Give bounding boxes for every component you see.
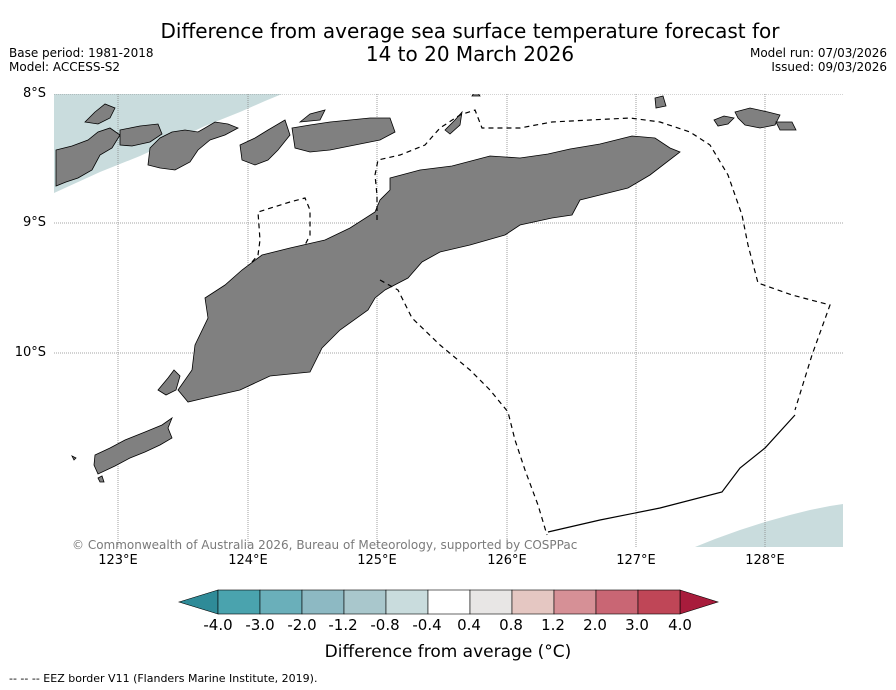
island-wetar	[444, 110, 463, 135]
eez-border	[251, 109, 831, 536]
lon-label-125e: 125°E	[357, 553, 397, 568]
colorbar-swatch	[595, 589, 639, 615]
colorbar-swatch	[259, 589, 303, 615]
island-solor	[119, 123, 163, 147]
model-run: Model run: 07/03/2026	[749, 46, 887, 60]
island-leti	[713, 115, 735, 127]
island-adonara	[84, 103, 116, 125]
island-lakor	[775, 121, 797, 131]
colorbar-swatch	[427, 589, 471, 615]
island-pantar	[239, 119, 291, 166]
colorbar-tick-label: -1.2	[328, 616, 358, 634]
colorbar-swatch	[217, 589, 261, 615]
anomaly-area-southeast	[695, 504, 843, 547]
colorbar-swatch	[385, 589, 429, 615]
colorbar-tick-label: 0.4	[457, 616, 481, 634]
colorbar-tick-label: -0.8	[370, 616, 400, 634]
colorbar-swatch	[553, 589, 597, 615]
anomaly-area-northwest	[54, 94, 282, 193]
map-title: Difference from average sea surface temp…	[120, 20, 820, 66]
colorbar-swatch	[343, 589, 387, 615]
colorbar-tick-label: 3.0	[625, 616, 649, 634]
land-masses	[55, 94, 797, 483]
model-name: Model: ACCESS-S2	[9, 60, 121, 74]
colorbar-extension-min	[177, 589, 219, 615]
island-rote	[93, 416, 173, 475]
base-period: Base period: 1981-2018	[9, 46, 154, 60]
lat-label-8s: 8°S	[22, 86, 46, 101]
title-line-2: 14 to 20 March 2026	[365, 42, 575, 66]
eez-legend-note: -- -- -- EEZ border V11 (Flanders Marine…	[9, 672, 318, 685]
colorbar-swatch	[301, 589, 345, 615]
lon-label-123e: 123°E	[98, 553, 138, 568]
island-alor	[291, 117, 396, 153]
islet-north	[471, 94, 481, 97]
islet-ndao	[97, 475, 105, 483]
colorbar	[177, 589, 719, 615]
colorbar-tick-label: 1.2	[541, 616, 565, 634]
colorbar-extension-max	[679, 589, 719, 615]
islet-rote-west	[71, 455, 77, 461]
colorbar-tick-label: 4.0	[668, 616, 692, 634]
colorbar-tick-label: -2.0	[287, 616, 317, 634]
meta-right: Model run: 07/03/2026 Issued: 09/03/2026	[750, 46, 887, 74]
lat-label-10s: 10°S	[14, 345, 46, 360]
lat-label-9s: 9°S	[22, 215, 46, 230]
lon-label-126e: 126°E	[487, 553, 527, 568]
issued-date: Issued: 09/03/2026	[771, 60, 887, 74]
island-kisar	[654, 95, 667, 109]
flores-sumba-islands	[55, 127, 121, 187]
lon-label-124e: 124°E	[228, 553, 268, 568]
map-plot-area	[54, 94, 843, 547]
copyright-notice: © Commonwealth of Australia 2026, Bureau…	[72, 538, 578, 552]
colorbar-tick-label: 2.0	[583, 616, 607, 634]
island-moa	[734, 107, 781, 129]
colorbar-tick-label: -0.4	[412, 616, 442, 634]
timor-island	[177, 135, 681, 403]
island-atauro	[298, 109, 326, 123]
title-line-1: Difference from average sea surface temp…	[160, 19, 780, 43]
colorbar-tick-label: -3.0	[245, 616, 275, 634]
island-lembata	[147, 121, 239, 171]
colorbar-swatch	[637, 589, 681, 615]
colorbar-tick-label: 0.8	[499, 616, 523, 634]
lon-label-127e: 127°E	[616, 553, 656, 568]
island-semau	[157, 369, 181, 396]
colorbar-title: Difference from average (°C)	[324, 642, 572, 662]
meta-left: Base period: 1981-2018 Model: ACCESS-S2	[9, 46, 154, 74]
colorbar-swatch	[469, 589, 513, 615]
lon-label-128e: 128°E	[745, 553, 785, 568]
colorbar-tick-label: -4.0	[203, 616, 233, 634]
colorbar-swatch	[511, 589, 555, 615]
